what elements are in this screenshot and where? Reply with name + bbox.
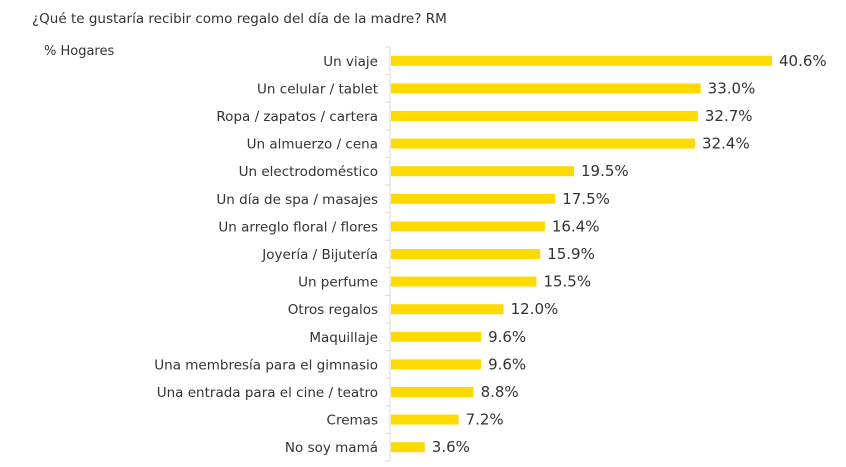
bar [391, 359, 482, 370]
data-label: 40.6% [779, 52, 827, 70]
data-label: 19.5% [581, 162, 629, 180]
category-label: Joyería / Bijutería [261, 247, 378, 263]
data-label: 32.7% [705, 107, 753, 125]
data-label: 7.2% [466, 411, 504, 429]
data-label: 9.6% [488, 328, 526, 346]
bar [391, 414, 459, 425]
data-label: 32.4% [702, 135, 750, 153]
category-label: Un celular / tablet [257, 81, 378, 97]
category-label: Cremas [327, 413, 378, 429]
bar [391, 166, 574, 177]
data-label: 16.4% [552, 217, 600, 235]
data-label: 33.0% [708, 79, 756, 97]
data-label: 15.5% [543, 273, 591, 291]
bar [391, 387, 474, 397]
data-label: 8.8% [481, 383, 519, 401]
bar [391, 55, 772, 66]
category-label: Un almuerzo / cena [247, 137, 378, 153]
category-label: Un día de spa / masajes [216, 192, 378, 208]
bar [391, 249, 541, 259]
category-label: Otros regalos [288, 302, 378, 318]
category-label: Un viaje [323, 54, 378, 70]
bar [391, 276, 537, 287]
bar [391, 111, 698, 121]
category-label: Un arreglo floral / flores [218, 219, 378, 235]
category-label: Un electrodoméstico [239, 164, 378, 180]
bar [391, 138, 696, 149]
category-label: Maquillaje [309, 330, 378, 346]
data-label: 9.6% [488, 355, 526, 373]
bar [391, 331, 482, 342]
y-axis-label: % Hogares [44, 44, 115, 59]
data-label: 12.0% [511, 300, 559, 318]
category-label: Una entrada para el cine / teatro [157, 385, 378, 401]
category-label: Un perfume [298, 275, 378, 291]
data-label: 15.9% [547, 245, 595, 263]
category-label: Ropa / zapatos / cartera [216, 109, 378, 125]
bar [391, 193, 556, 204]
bar [391, 221, 545, 232]
category-label: Una membresía para el gimnasio [154, 357, 378, 373]
chart-title: ¿Qué te gustaría recibir como regalo del… [32, 11, 447, 27]
bar [391, 442, 425, 453]
category-label: No soy mamá [285, 440, 378, 456]
bar [391, 83, 701, 94]
data-label: 3.6% [432, 438, 470, 456]
bar [391, 304, 504, 315]
data-label: 17.5% [562, 190, 610, 208]
